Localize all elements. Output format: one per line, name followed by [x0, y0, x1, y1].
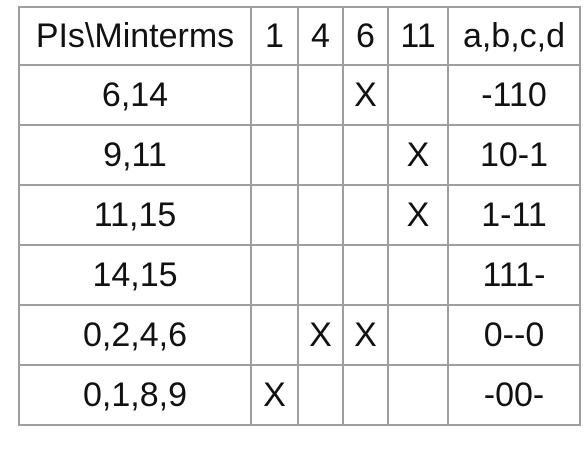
minterm-1-cell: X: [250, 364, 299, 426]
minterm-11-cell: [387, 304, 449, 366]
minterm-1-cell: [250, 64, 299, 126]
header-row: PIs\Minterms 1 4 6 11 a,b,c,d: [18, 6, 581, 66]
abcd-cell: 1-11: [447, 184, 581, 246]
abcd-cell: 0--0: [447, 304, 581, 366]
table-row: 11,15 X 1-11: [18, 184, 581, 246]
minterm-4-cell: [297, 244, 344, 306]
minterm-4-cell: [297, 124, 344, 186]
pi-cell: 0,1,8,9: [18, 364, 252, 426]
minterm-4-cell: [297, 184, 344, 246]
pi-cell: 11,15: [18, 184, 252, 246]
pi-cell: 9,11: [18, 124, 252, 186]
table-row: 6,14 X -110: [18, 64, 581, 126]
minterm-1-cell: [250, 184, 299, 246]
minterm-11-cell: X: [387, 184, 449, 246]
pi-cell: 14,15: [18, 244, 252, 306]
minterm-11-cell: [387, 244, 449, 306]
minterm-6-cell: X: [342, 304, 389, 366]
table-row: 9,11 X 10-1: [18, 124, 581, 186]
minterm-1-cell: [250, 304, 299, 366]
minterm-1-cell: [250, 124, 299, 186]
minterm-4-cell: [297, 64, 344, 126]
table-row: 0,2,4,6 X X 0--0: [18, 304, 581, 366]
minterm-11-cell: [387, 364, 449, 426]
minterm-1-cell: [250, 244, 299, 306]
header-minterm-11: 11: [387, 6, 449, 66]
table-row: 14,15 111-: [18, 244, 581, 306]
minterm-4-cell: [297, 364, 344, 426]
minterm-6-cell: [342, 124, 389, 186]
abcd-cell: 111-: [447, 244, 581, 306]
abcd-cell: 10-1: [447, 124, 581, 186]
table-row: 0,1,8,9 X -00-: [18, 364, 581, 426]
prime-implicant-chart: PIs\Minterms 1 4 6 11 a,b,c,d 6,14 X -11…: [18, 6, 581, 426]
minterm-11-cell: [387, 64, 449, 126]
minterm-6-cell: X: [342, 64, 389, 126]
pi-cell: 0,2,4,6: [18, 304, 252, 366]
minterm-6-cell: [342, 184, 389, 246]
pi-cell: 6,14: [18, 64, 252, 126]
minterm-4-cell: X: [297, 304, 344, 366]
header-minterm-4: 4: [297, 6, 344, 66]
abcd-cell: -110: [447, 64, 581, 126]
header-minterm-6: 6: [342, 6, 389, 66]
header-minterm-1: 1: [250, 6, 299, 66]
header-pis-minterms: PIs\Minterms: [18, 6, 252, 66]
minterm-6-cell: [342, 244, 389, 306]
minterm-6-cell: [342, 364, 389, 426]
abcd-cell: -00-: [447, 364, 581, 426]
header-abcd: a,b,c,d: [447, 6, 581, 66]
minterm-11-cell: X: [387, 124, 449, 186]
